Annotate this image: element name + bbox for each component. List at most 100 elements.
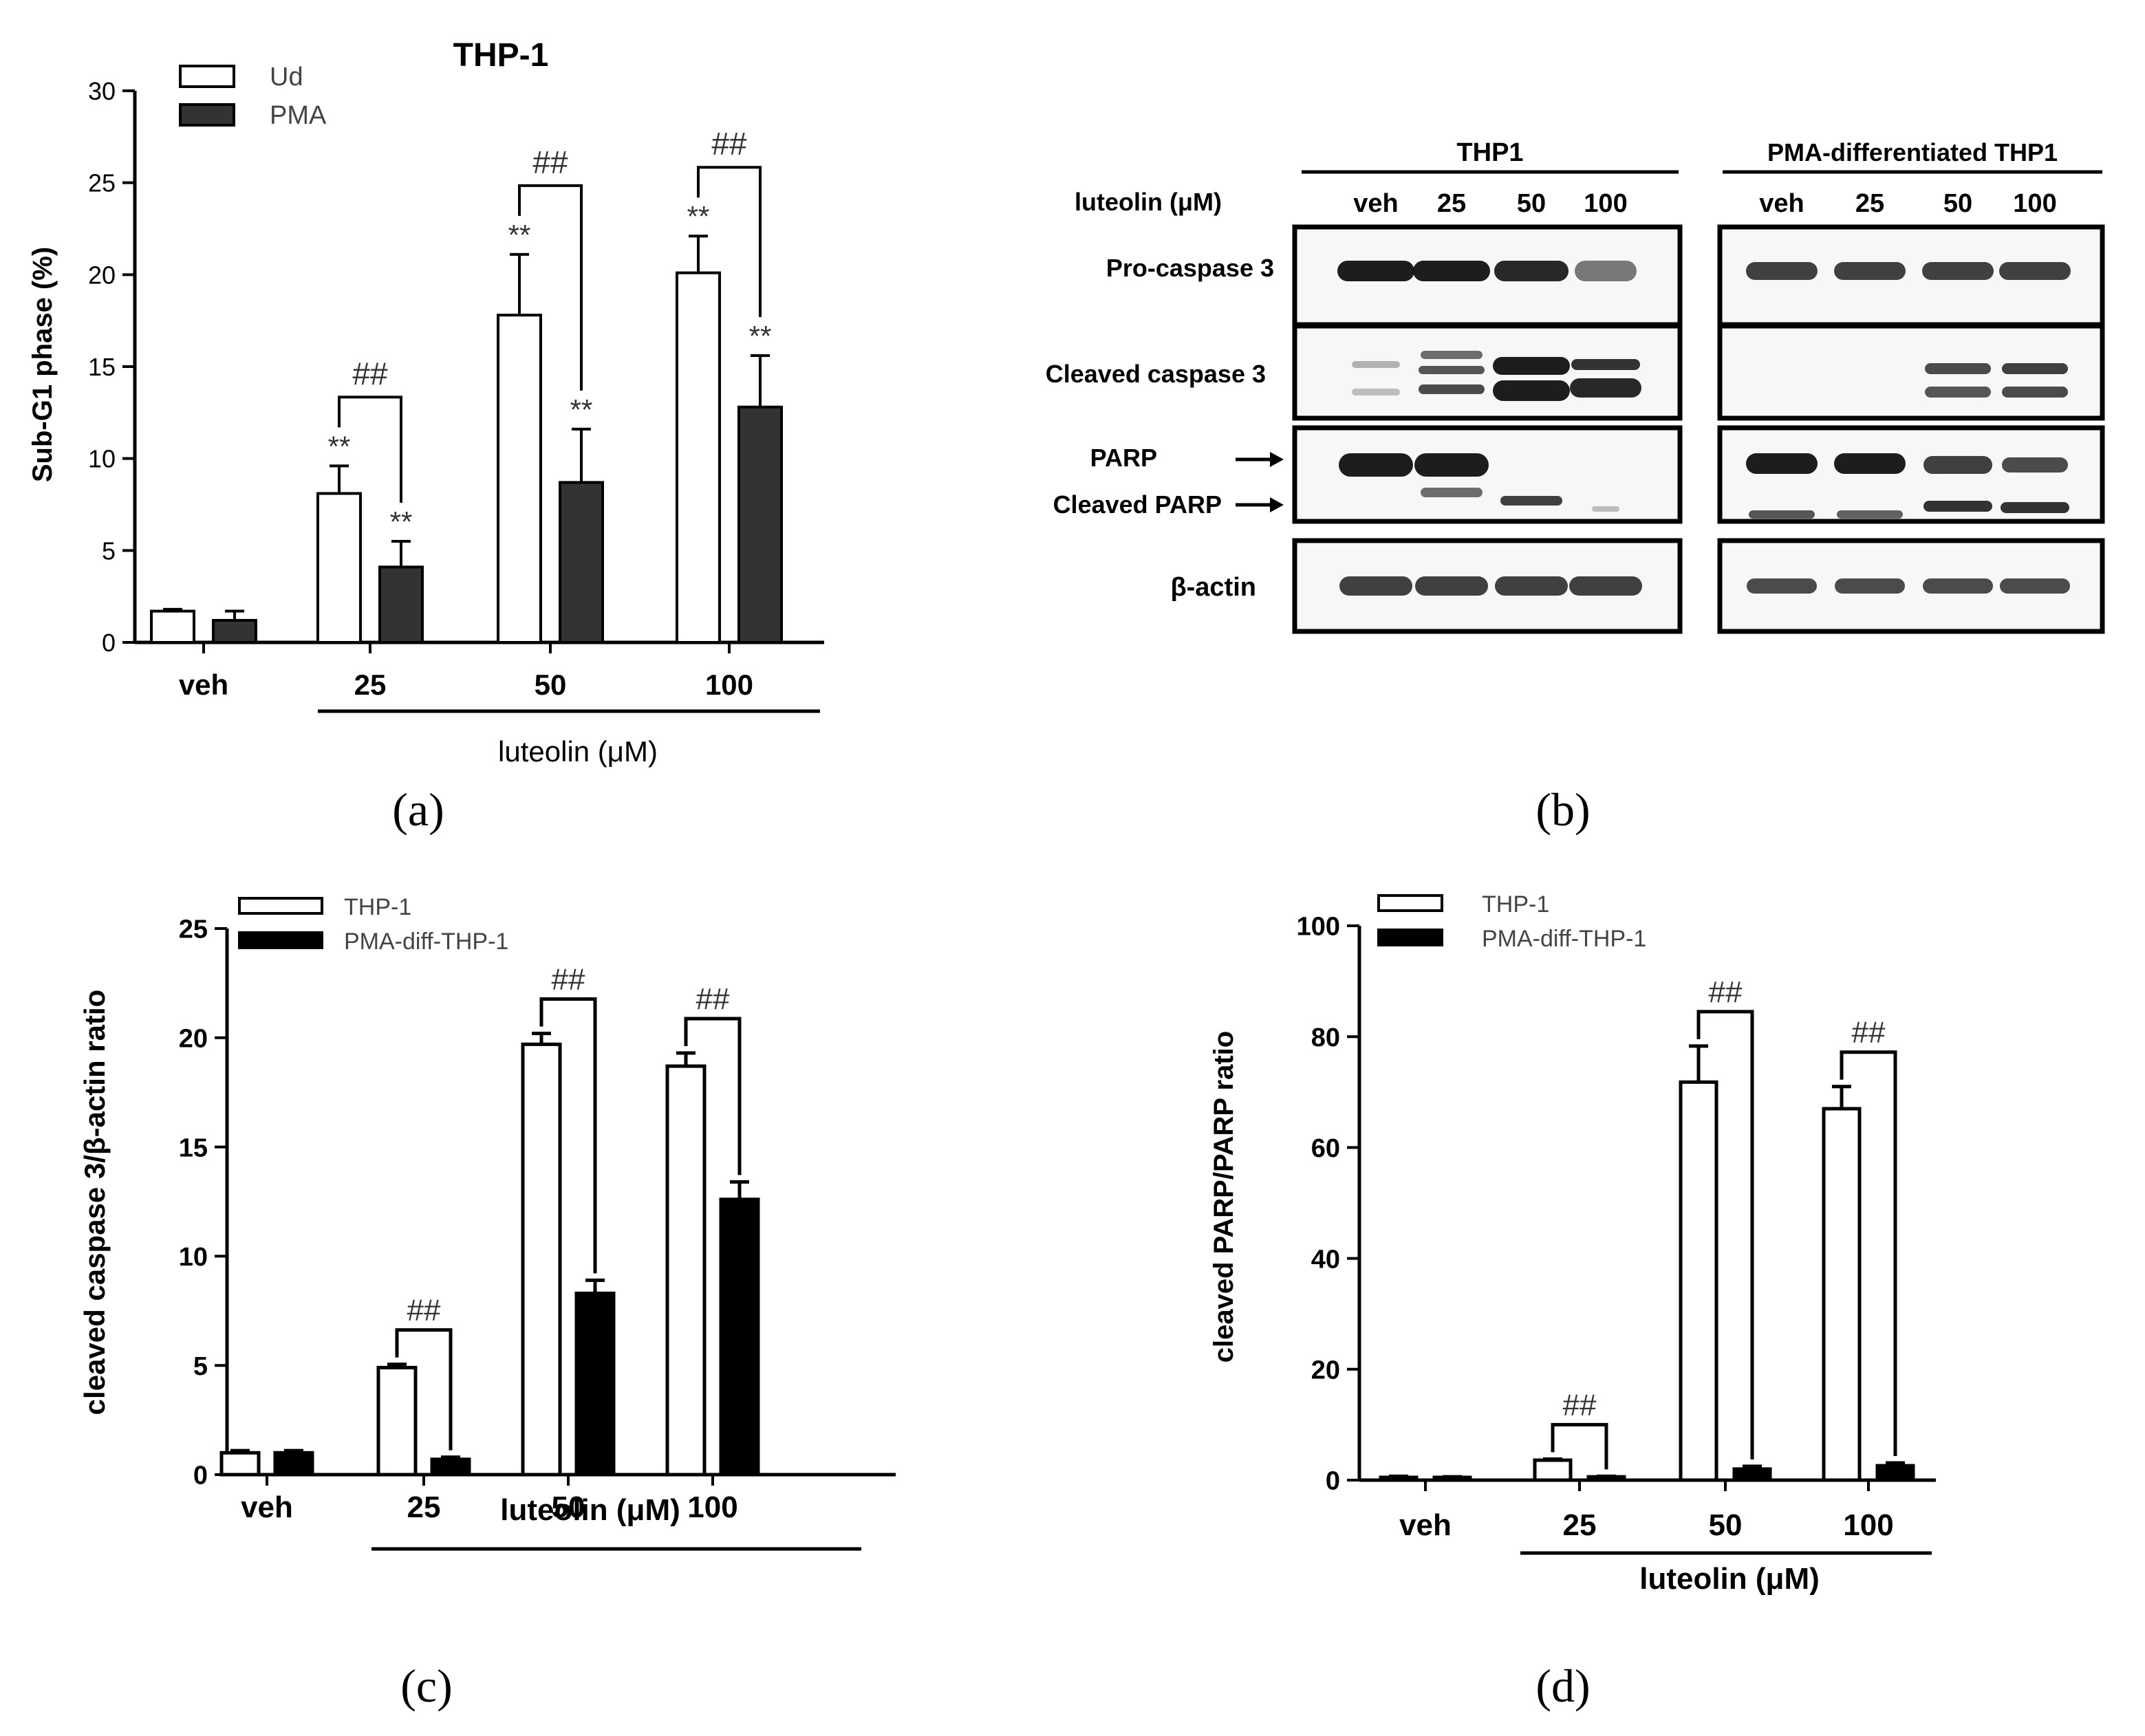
blot-label-parp: PARP bbox=[1090, 444, 1157, 472]
blot-band bbox=[1749, 510, 1815, 519]
significance-bracket bbox=[697, 166, 762, 317]
panel-label-a: (a) bbox=[392, 783, 444, 836]
blot-band bbox=[1419, 366, 1485, 374]
chart-a: THP-1 Sub-G1 phase (%) luteolin (μM) Ud … bbox=[28, 37, 824, 768]
bar-s2-100 bbox=[737, 405, 783, 644]
blot-lane-veh-2: veh bbox=[1759, 189, 1804, 218]
significance-hash: ## bbox=[711, 126, 747, 162]
significance-star: ** bbox=[749, 320, 772, 352]
blot-band bbox=[1413, 261, 1490, 281]
blot-band bbox=[1337, 261, 1414, 281]
bar-s1-25 bbox=[376, 1365, 418, 1477]
significance-hash: ## bbox=[552, 962, 585, 996]
significance-hash: ## bbox=[1709, 975, 1743, 1009]
bar-s2-veh bbox=[273, 1451, 314, 1477]
chart-d-legend-thp1: THP-1 bbox=[1482, 891, 1549, 918]
y-tick-label: 20 bbox=[88, 261, 116, 289]
blot-band bbox=[1837, 510, 1903, 519]
significance-bracket bbox=[395, 1328, 453, 1451]
chart-a-legend-pma: PMA bbox=[270, 101, 327, 130]
y-tick-label: 0 bbox=[193, 1462, 208, 1490]
chart-d-ylabel: cleaved PARP/PARP ratio bbox=[1209, 1031, 1239, 1363]
y-tick-label: 30 bbox=[88, 77, 116, 105]
blot-lane-header: luteolin (μM) bbox=[1075, 188, 1222, 216]
x-category-label: 50 bbox=[535, 669, 567, 701]
significance-star: ** bbox=[390, 506, 413, 538]
blot-bands bbox=[1292, 224, 2105, 634]
panel-label-d: (d) bbox=[1535, 1660, 1590, 1712]
bar-s2-25 bbox=[378, 565, 424, 644]
blot-band bbox=[1493, 380, 1570, 401]
blot-band bbox=[2001, 502, 2069, 513]
significance-hash: ## bbox=[407, 1294, 441, 1327]
chart-d-legend-swatch-thp1 bbox=[1377, 894, 1443, 912]
blot-band bbox=[1923, 578, 1993, 594]
bar-s2-50 bbox=[1732, 1467, 1772, 1482]
x-category-label: 25 bbox=[354, 669, 387, 701]
bar-s1-50 bbox=[497, 314, 542, 644]
parp-arrow-head bbox=[1270, 452, 1284, 467]
blot-band bbox=[1419, 384, 1485, 394]
bar-s2-50 bbox=[559, 481, 604, 644]
y-tick-label: 40 bbox=[1311, 1245, 1340, 1274]
x-category-label: veh bbox=[179, 669, 228, 701]
chart-a-legend-swatch-pma bbox=[179, 103, 235, 127]
bar-s2-100 bbox=[1875, 1464, 1915, 1482]
bar-s1-100 bbox=[676, 271, 721, 644]
significance-star: ** bbox=[687, 200, 710, 232]
x-category-label: 100 bbox=[705, 669, 753, 701]
significance-star: ** bbox=[570, 393, 593, 426]
significance-bracket bbox=[1696, 1010, 1754, 1460]
blot-lane-100-1: 100 bbox=[1584, 189, 1627, 218]
blot-band bbox=[1415, 576, 1488, 596]
significance-star: ** bbox=[328, 430, 351, 462]
blot-band bbox=[1925, 363, 1991, 374]
significance-bracket bbox=[1551, 1422, 1608, 1470]
significance-star: ** bbox=[508, 219, 531, 251]
blot-band bbox=[1746, 453, 1818, 474]
blot-band bbox=[1922, 262, 1994, 280]
x-category-label: 25 bbox=[1563, 1508, 1597, 1542]
blot-band bbox=[1493, 357, 1570, 375]
blot-band bbox=[1747, 578, 1817, 594]
blot-band bbox=[1352, 361, 1400, 368]
significance-hash: ## bbox=[352, 356, 388, 391]
blot-band bbox=[1421, 351, 1483, 359]
chart-a-ylabel: Sub-G1 phase (%) bbox=[28, 247, 58, 482]
bar-s1-50 bbox=[521, 1042, 562, 1477]
bar-s1-veh bbox=[219, 1451, 261, 1477]
y-tick-label: 5 bbox=[193, 1352, 208, 1381]
western-blot-b: THP1 PMA-differentiated THP1 luteolin (μ… bbox=[1046, 138, 2105, 634]
blot-band bbox=[1999, 262, 2071, 280]
chart-c-legend-swatch-pma bbox=[238, 931, 323, 949]
y-tick-label: 15 bbox=[88, 353, 116, 381]
blot-band bbox=[1494, 261, 1569, 281]
y-tick-label: 80 bbox=[1311, 1023, 1340, 1052]
chart-c-legend-thp1: THP-1 bbox=[344, 894, 411, 920]
x-category-label: veh bbox=[1399, 1508, 1452, 1542]
x-category-label: 100 bbox=[1843, 1508, 1893, 1542]
chart-c-legend-pma: PMA-diff-THP-1 bbox=[344, 929, 508, 955]
blot-label-procaspase3: Pro-caspase 3 bbox=[1106, 254, 1274, 282]
bar-s1-25 bbox=[1533, 1458, 1573, 1482]
y-tick-label: 10 bbox=[88, 445, 116, 473]
y-tick-label: 20 bbox=[179, 1024, 208, 1053]
blot-band bbox=[1495, 576, 1568, 596]
bar-s1-100 bbox=[665, 1064, 707, 1477]
x-category-label: veh bbox=[241, 1490, 293, 1524]
blot-band bbox=[1339, 576, 1412, 596]
bar-s1-25 bbox=[316, 492, 362, 644]
chart-c: cleaved caspase 3/β-actin ratio luteolin… bbox=[78, 894, 896, 1551]
y-tick-label: 100 bbox=[1297, 913, 1340, 942]
blot-band bbox=[1923, 501, 1992, 512]
blot-frame bbox=[1292, 323, 1683, 421]
blot-band bbox=[1339, 453, 1413, 477]
blot-label-beta-actin: β-actin bbox=[1170, 573, 1256, 602]
chart-d-xlabel: luteolin (μM) bbox=[1639, 1562, 1820, 1596]
blot-group-thp1: THP1 bbox=[1456, 138, 1523, 167]
y-tick-label: 15 bbox=[179, 1133, 208, 1162]
y-tick-label: 5 bbox=[102, 536, 116, 565]
x-category-label: 100 bbox=[687, 1490, 737, 1524]
blot-band bbox=[1834, 262, 1906, 280]
